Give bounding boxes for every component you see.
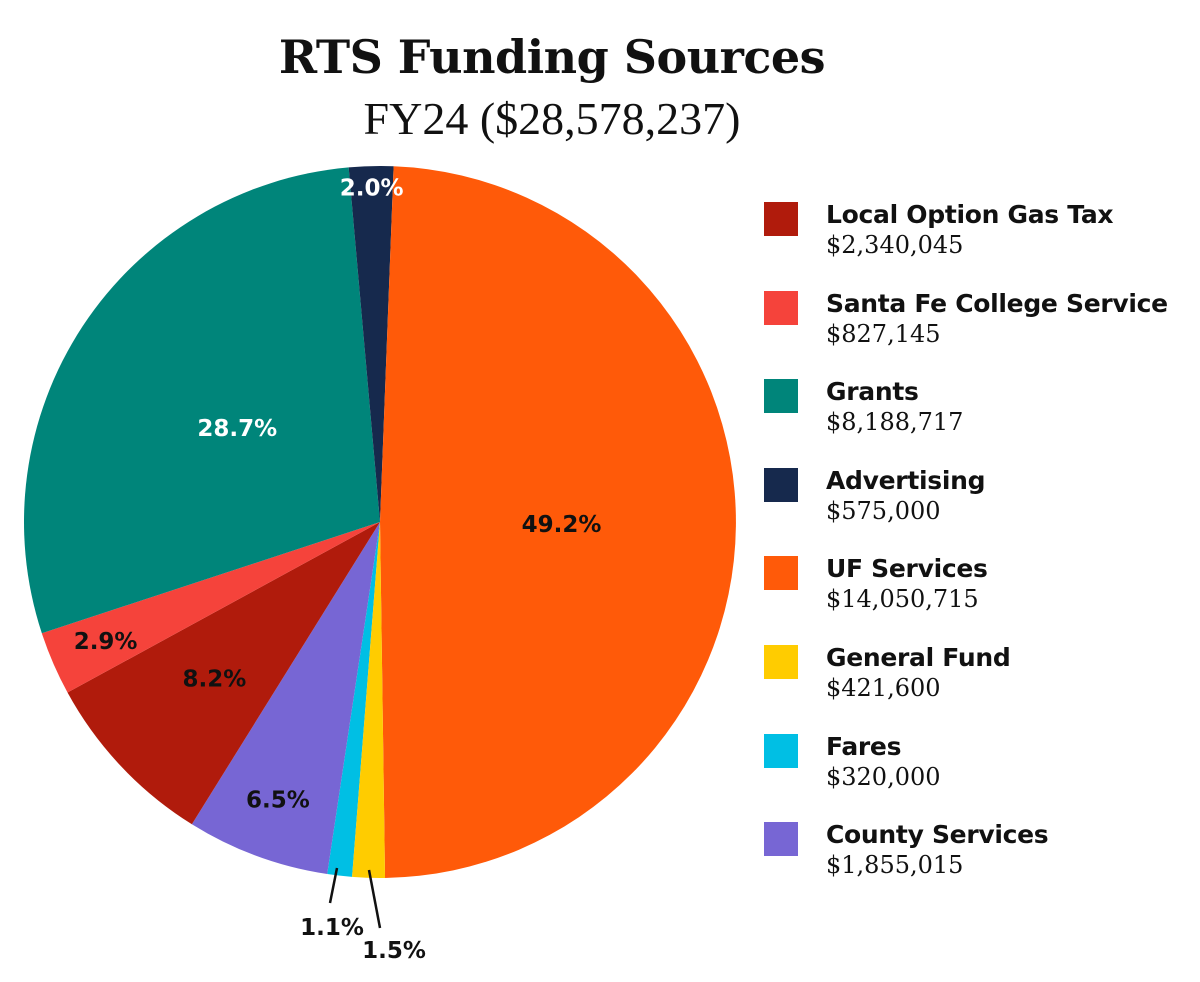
- legend-amount: $1,855,015: [826, 851, 964, 880]
- chart-subtitle: FY24 ($28,578,237): [363, 93, 741, 144]
- legend-swatch: [764, 290, 798, 325]
- leader-line-general-fund: [367, 869, 382, 929]
- legend-swatch: [764, 379, 798, 414]
- legend: Local Option Gas Tax $2,340,045 Santa Fe C…: [764, 200, 1194, 909]
- legend-item-advertising: Advertising $575,000: [764, 466, 1194, 555]
- legend-swatch: [764, 202, 798, 236]
- legend-swatch: [764, 556, 798, 591]
- slice-label-santa-fe-college-service: 2.9%: [74, 629, 138, 655]
- slice-label-general-fund: 1.5%: [362, 938, 426, 964]
- legend-swatch: [764, 733, 798, 768]
- pie-slice-general-fund: [352, 522, 386, 878]
- slice-label-local-option-gas-tax: 8.2%: [183, 666, 247, 692]
- legend-item-local-option-gas-tax: Local Option Gas Tax $2,340,045: [764, 200, 1194, 289]
- legend-amount: $575,000: [826, 496, 941, 525]
- legend-item-county-services: County Services $1,855,015: [764, 820, 1194, 909]
- legend-label: UF Services: [826, 554, 988, 584]
- legend-amount: $2,340,045: [826, 231, 964, 259]
- leader-line-fares: [328, 867, 339, 904]
- legend-amount: $320,000: [826, 762, 941, 791]
- legend-label: Santa Fe College Service: [826, 288, 1168, 318]
- slice-label-advertising: 2.0%: [340, 176, 404, 202]
- legend-label: Advertising: [826, 465, 986, 495]
- legend-label: General Fund: [826, 642, 1011, 672]
- legend-item-grants: Grants $8,188,717: [764, 377, 1194, 466]
- legend-swatch: [764, 467, 798, 502]
- pie-slice-fares: [327, 522, 380, 877]
- legend-item-fares: Fares $320,000: [764, 732, 1194, 821]
- legend-amount: $8,188,717: [826, 408, 964, 437]
- legend-item-general-fund: General Fund $421,600: [764, 643, 1194, 732]
- slice-label-grants: 28.7%: [197, 416, 277, 442]
- pie-slice-local-option-gas-tax: [67, 522, 380, 825]
- pie-chart: 1.1% 6.5% 8.2% 2.9% 28.7% 2.0% 49.2% 1.5%: [23, 165, 736, 964]
- pie-slice-santa-fe-college-service: [41, 522, 380, 693]
- legend-item-uf-services: UF Services $14,050,715: [764, 554, 1194, 643]
- legend-label: County Services: [826, 820, 1049, 850]
- legend-label: Fares: [826, 731, 902, 761]
- legend-label: Grants: [826, 377, 919, 407]
- legend-swatch: [764, 644, 798, 679]
- pie-slice-grants: [23, 167, 381, 634]
- pie-slice-county-services: [191, 522, 380, 875]
- legend-label: Local Option Gas Tax: [826, 200, 1114, 229]
- legend-amount: $14,050,715: [826, 585, 979, 614]
- chart-title: RTS Funding Sources: [278, 30, 826, 84]
- legend-item-santa-fe-college-service: Santa Fe College Service $827,145: [764, 289, 1194, 378]
- legend-amount: $421,600: [826, 673, 941, 702]
- slice-label-uf-services: 49.2%: [522, 512, 602, 538]
- legend-swatch: [764, 822, 798, 857]
- legend-amount: $827,145: [826, 319, 941, 348]
- pie-slice-advertising: [348, 165, 394, 522]
- pie-slice-uf-services: [380, 166, 736, 878]
- slice-label-fares: 1.1%: [300, 915, 364, 941]
- slice-label-county-services: 6.5%: [246, 787, 310, 813]
